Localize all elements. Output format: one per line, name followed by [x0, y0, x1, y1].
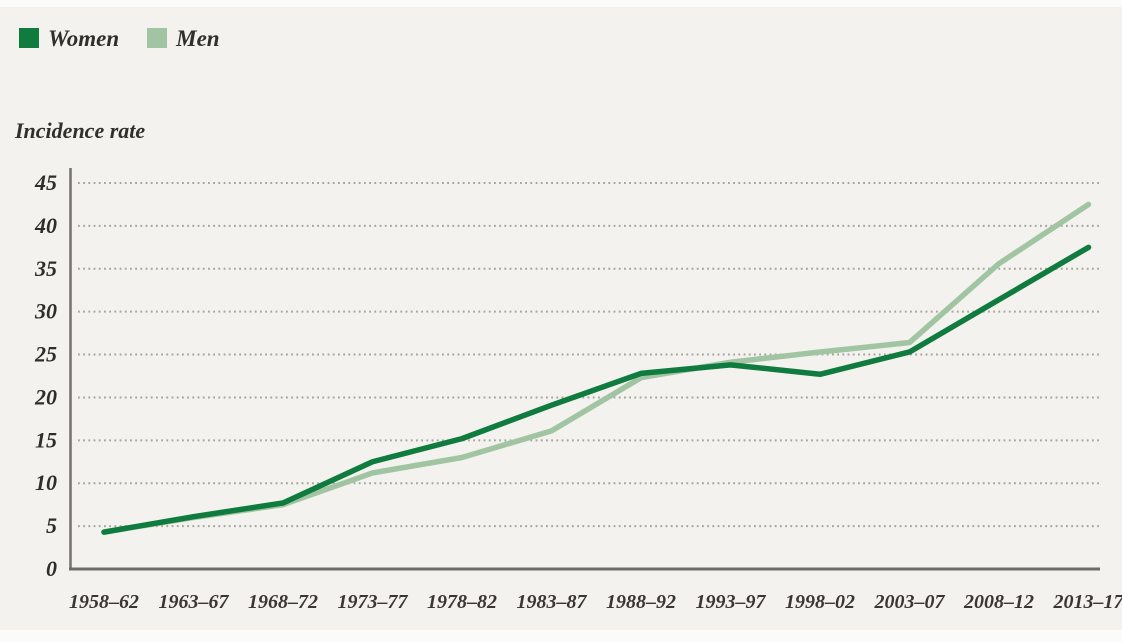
- x-tick-label: 2013–17: [1053, 591, 1122, 613]
- women-line: [101, 244, 1092, 535]
- x-tick-label: 1958–62: [69, 591, 139, 613]
- y-tick-label: 25: [34, 342, 57, 367]
- x-tick-label: 2008–12: [963, 591, 1034, 613]
- y-tick-label: 15: [35, 427, 57, 452]
- legend-swatch-men: [147, 28, 168, 48]
- y-tick-label: 0: [46, 556, 57, 581]
- y-tick-label: 40: [34, 213, 57, 238]
- legend-item-men: Men: [147, 26, 220, 51]
- x-tick-label: 1963–67: [159, 591, 230, 613]
- y-tick-label: 30: [34, 299, 57, 324]
- x-tick-label: 1993–97: [696, 591, 767, 613]
- x-tick-label: 1998–02: [785, 591, 855, 613]
- legend-label-women: Women: [48, 26, 120, 51]
- y-tick-label: 20: [34, 384, 57, 409]
- legend: Women Men: [19, 26, 220, 50]
- men-line: [101, 201, 1092, 535]
- x-tick-label: 1978–82: [427, 591, 497, 613]
- y-tick-label: 5: [46, 513, 57, 538]
- x-tick-label: 2003–07: [874, 591, 946, 613]
- legend-item-women: Women: [19, 26, 119, 50]
- legend-swatch-women: [19, 28, 39, 48]
- legend-label-men: Men: [176, 26, 220, 51]
- y-tick-label: 45: [34, 170, 57, 195]
- x-tick-label: 1968–72: [248, 591, 318, 613]
- y-tick-label: 10: [35, 470, 57, 495]
- y-tick-label: 35: [34, 256, 57, 281]
- x-tick-label: 1983–87: [517, 591, 588, 613]
- x-tick-label: 1988–92: [606, 591, 676, 613]
- x-tick-label: 1973–77: [338, 591, 409, 613]
- y-axis-title: Incidence rate: [15, 118, 146, 143]
